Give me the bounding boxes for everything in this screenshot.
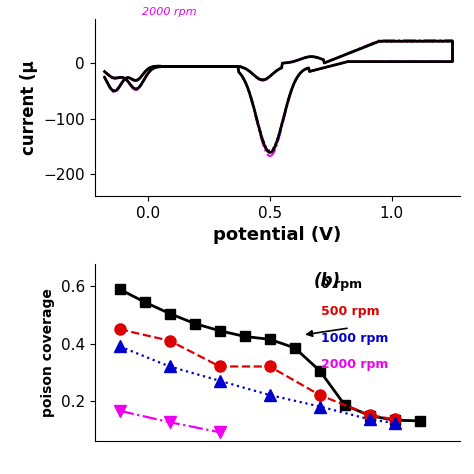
Text: 0 rpm: 0 rpm bbox=[321, 278, 362, 292]
Text: (b): (b) bbox=[314, 273, 341, 291]
Text: 1000 rpm: 1000 rpm bbox=[321, 331, 389, 345]
Text: 500 rpm: 500 rpm bbox=[321, 305, 380, 318]
Y-axis label: poison coverage: poison coverage bbox=[41, 288, 55, 417]
Y-axis label: current (μ: current (μ bbox=[20, 60, 38, 155]
X-axis label: potential (V): potential (V) bbox=[213, 227, 341, 245]
Text: 2000 rpm: 2000 rpm bbox=[321, 358, 389, 371]
Text: 2000 rpm: 2000 rpm bbox=[142, 7, 197, 17]
